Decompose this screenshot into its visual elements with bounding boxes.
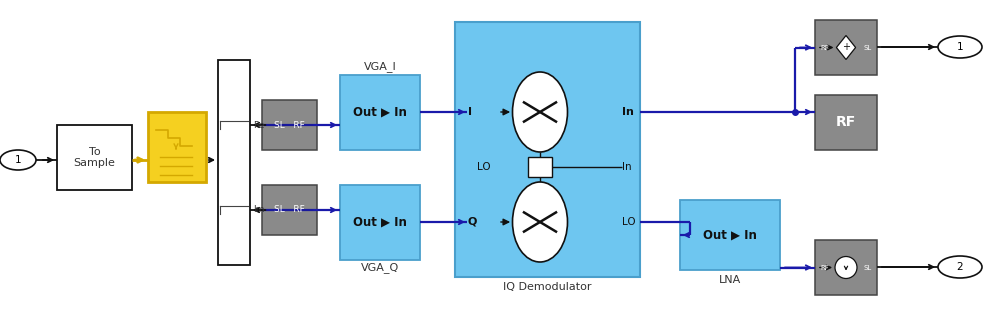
Text: RF: RF xyxy=(819,264,828,271)
Text: Re: Re xyxy=(252,121,264,130)
Text: Q: Q xyxy=(467,217,477,227)
Text: In: In xyxy=(621,107,633,117)
Text: VGA_Q: VGA_Q xyxy=(361,263,398,273)
FancyBboxPatch shape xyxy=(455,22,639,277)
Ellipse shape xyxy=(937,256,981,278)
FancyBboxPatch shape xyxy=(814,95,877,150)
Text: LO: LO xyxy=(621,217,635,227)
FancyBboxPatch shape xyxy=(814,240,877,295)
Text: RF: RF xyxy=(819,44,828,50)
FancyBboxPatch shape xyxy=(261,185,317,235)
Text: RF: RF xyxy=(835,115,855,130)
Text: 1: 1 xyxy=(955,42,962,52)
Text: 2: 2 xyxy=(955,262,962,272)
FancyBboxPatch shape xyxy=(339,185,420,260)
Polygon shape xyxy=(835,35,855,60)
Text: SL: SL xyxy=(863,44,871,50)
Text: +: + xyxy=(841,42,849,53)
Text: Out ▶ In: Out ▶ In xyxy=(353,216,406,229)
Text: SL   RF: SL RF xyxy=(274,121,305,130)
Text: Out ▶ In: Out ▶ In xyxy=(702,228,756,241)
Text: SL   RF: SL RF xyxy=(274,205,305,214)
FancyBboxPatch shape xyxy=(261,100,317,150)
FancyBboxPatch shape xyxy=(57,125,132,190)
Text: 1: 1 xyxy=(15,155,22,165)
Text: IQ Demodulator: IQ Demodulator xyxy=(503,282,592,292)
FancyBboxPatch shape xyxy=(339,75,420,150)
FancyBboxPatch shape xyxy=(148,112,206,182)
Text: In: In xyxy=(621,162,631,172)
FancyBboxPatch shape xyxy=(528,157,551,177)
Text: Im: Im xyxy=(252,205,264,214)
Text: VGA_I: VGA_I xyxy=(363,62,396,72)
Ellipse shape xyxy=(512,72,567,152)
Text: I: I xyxy=(467,107,471,117)
Ellipse shape xyxy=(512,182,567,262)
Circle shape xyxy=(834,256,856,278)
Text: Out ▶ In: Out ▶ In xyxy=(353,106,406,119)
FancyBboxPatch shape xyxy=(814,20,877,75)
Text: SL: SL xyxy=(863,264,871,271)
Text: To
Sample: To Sample xyxy=(74,147,115,168)
FancyBboxPatch shape xyxy=(218,60,249,265)
Text: LO: LO xyxy=(476,162,490,172)
Ellipse shape xyxy=(0,150,35,170)
FancyBboxPatch shape xyxy=(679,200,779,270)
Ellipse shape xyxy=(937,36,981,58)
Text: LNA: LNA xyxy=(718,275,740,285)
